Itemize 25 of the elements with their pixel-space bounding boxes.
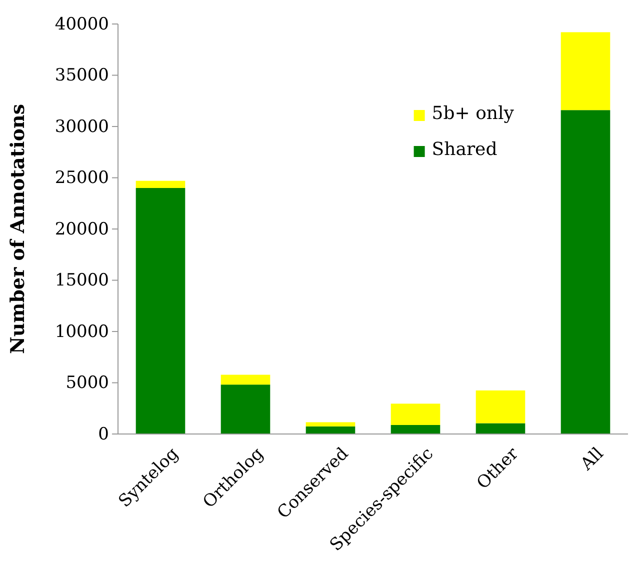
- bar: [560, 110, 610, 434]
- y-tick-label: 25000: [54, 168, 109, 188]
- legend-label: 5b+ only: [432, 103, 515, 124]
- bar: [220, 374, 270, 385]
- bar: [560, 32, 610, 110]
- bar: [476, 390, 526, 424]
- y-tick-label: 30000: [54, 116, 109, 137]
- bar: [220, 384, 270, 434]
- y-axis-title: Number of Annotations: [7, 104, 29, 354]
- bar: [390, 404, 440, 425]
- bar: [306, 426, 356, 434]
- x-tick-label: All: [576, 444, 608, 476]
- y-tick-label: 10000: [54, 322, 109, 342]
- legend-label: Shared: [432, 139, 498, 160]
- y-tick-label: 5000: [66, 373, 109, 394]
- bar: [136, 180, 186, 188]
- y-tick-label: 20000: [54, 219, 109, 240]
- y-tick-label: 35000: [54, 66, 109, 86]
- bar: [390, 424, 440, 434]
- y-tick-label: 40000: [54, 14, 109, 34]
- bar: [136, 188, 186, 434]
- bar: [306, 422, 356, 426]
- y-tick-label: 0: [98, 424, 109, 444]
- bar: [476, 423, 526, 434]
- y-tick-label: 15000: [54, 270, 109, 291]
